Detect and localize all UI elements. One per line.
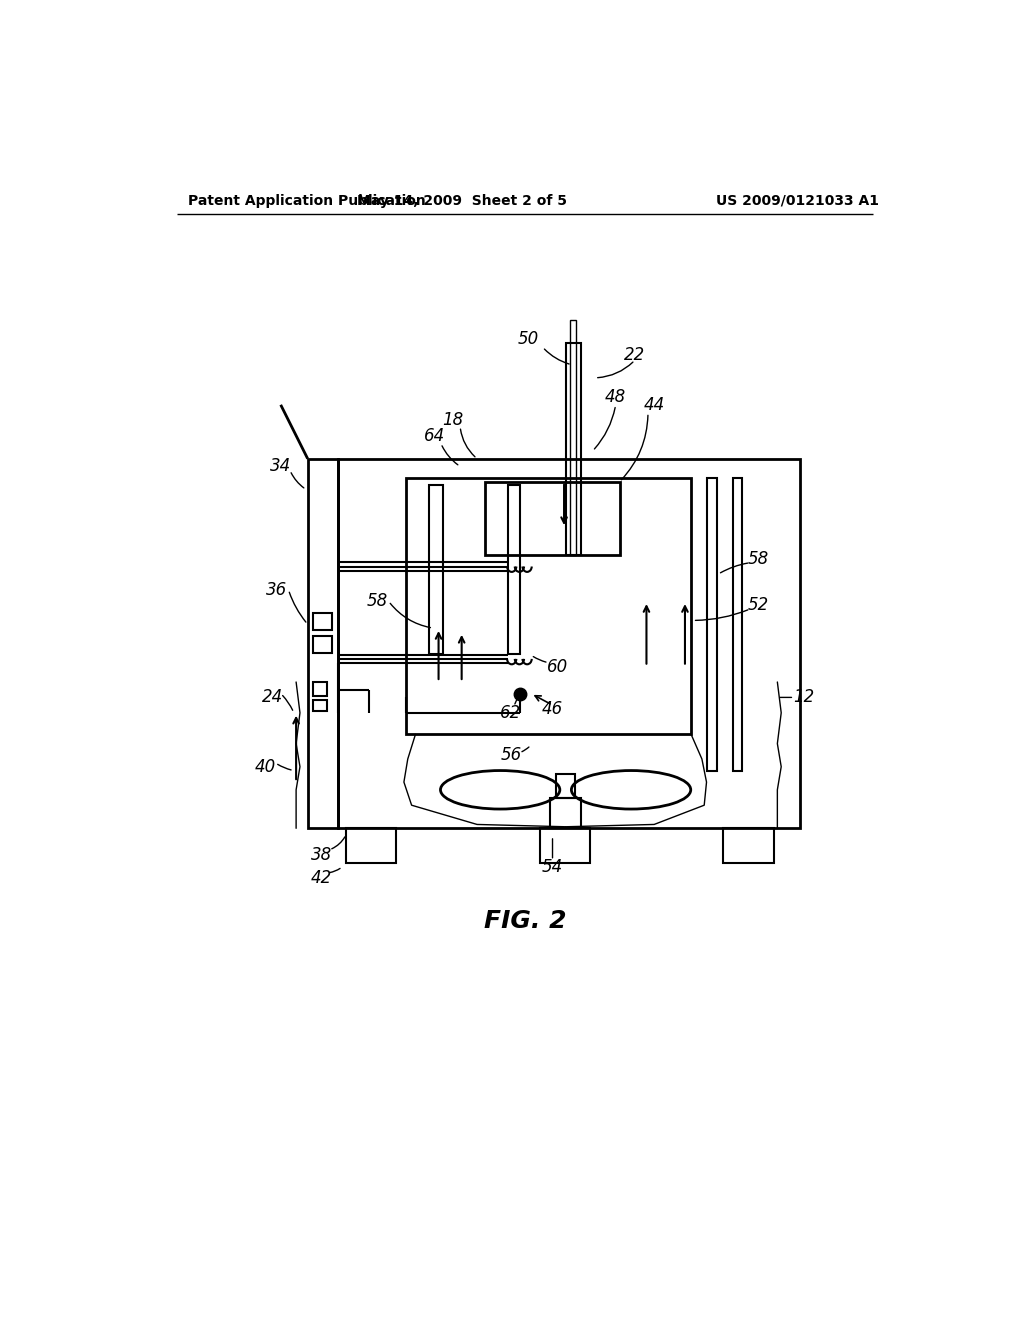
Bar bbox=[541, 829, 590, 863]
Text: 44: 44 bbox=[643, 396, 665, 413]
Bar bbox=[313, 682, 327, 696]
Text: 58: 58 bbox=[748, 550, 769, 568]
Bar bbox=[707, 478, 717, 771]
Text: 54: 54 bbox=[542, 858, 563, 875]
Bar bbox=[570, 321, 577, 554]
Bar bbox=[313, 636, 333, 653]
Bar bbox=[429, 484, 443, 655]
Text: 36: 36 bbox=[266, 581, 288, 598]
Text: FIG. 2: FIG. 2 bbox=[483, 908, 566, 933]
Text: 46: 46 bbox=[542, 700, 563, 718]
Text: 40: 40 bbox=[255, 758, 275, 776]
Text: 58: 58 bbox=[367, 593, 388, 610]
Bar bbox=[339, 459, 801, 829]
Bar bbox=[550, 797, 581, 829]
Text: Patent Application Publication: Patent Application Publication bbox=[188, 194, 426, 207]
Text: 48: 48 bbox=[605, 388, 627, 407]
Bar bbox=[508, 484, 520, 655]
Text: 12: 12 bbox=[794, 689, 815, 706]
Bar bbox=[556, 775, 574, 797]
Text: 60: 60 bbox=[547, 657, 568, 676]
Text: 64: 64 bbox=[424, 426, 445, 445]
Bar bbox=[346, 829, 396, 863]
Text: 22: 22 bbox=[625, 346, 645, 364]
Text: 52: 52 bbox=[748, 597, 769, 614]
Text: 42: 42 bbox=[311, 870, 332, 887]
Bar bbox=[313, 612, 333, 630]
Text: May 14, 2009  Sheet 2 of 5: May 14, 2009 Sheet 2 of 5 bbox=[356, 194, 566, 207]
Bar bbox=[307, 459, 339, 829]
Text: 38: 38 bbox=[311, 846, 332, 865]
Bar bbox=[565, 343, 581, 554]
Bar bbox=[724, 829, 773, 863]
Text: 18: 18 bbox=[441, 412, 463, 429]
Text: US 2009/0121033 A1: US 2009/0121033 A1 bbox=[716, 194, 879, 207]
Bar bbox=[733, 478, 742, 771]
Text: 56: 56 bbox=[501, 746, 522, 764]
Text: 62: 62 bbox=[500, 704, 521, 722]
Text: 34: 34 bbox=[270, 458, 292, 475]
Bar bbox=[484, 482, 620, 554]
Text: 50: 50 bbox=[518, 330, 540, 348]
Bar bbox=[407, 478, 691, 734]
Bar bbox=[313, 701, 327, 711]
Text: 24: 24 bbox=[262, 689, 284, 706]
